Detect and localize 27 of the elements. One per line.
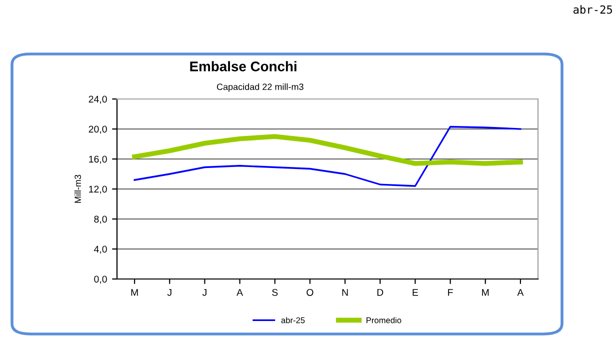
y-tick-label: 0,0 xyxy=(94,276,107,284)
y-tick-label: 20,0 xyxy=(88,126,107,134)
y-tick-label: 4,0 xyxy=(94,246,107,254)
chart-title: Embalse Conchi xyxy=(190,61,296,72)
x-tick-label: J xyxy=(202,289,206,296)
x-tick-label: M xyxy=(131,289,138,296)
x-tick-label: N xyxy=(342,289,348,296)
x-tick-label: A xyxy=(517,289,524,296)
chart-subtitle: Capacidad 22 mill-m3 xyxy=(216,83,304,92)
x-tick-label: E xyxy=(412,289,418,296)
x-tick-label: M xyxy=(482,289,489,296)
x-tick-label: F xyxy=(448,289,453,296)
x-tick-label: J xyxy=(167,289,172,296)
y-tick-label: 24,0 xyxy=(88,96,107,104)
y-tick-label: 8,0 xyxy=(94,216,107,224)
text: abr-25 xyxy=(574,5,612,14)
x-tick-label: S xyxy=(272,288,278,296)
x-tick-label: D xyxy=(377,289,384,296)
legend-label: abr-25 xyxy=(281,317,305,324)
line-series xyxy=(132,134,523,166)
legend-label: Promedio xyxy=(366,317,402,324)
line-series xyxy=(134,126,522,187)
x-tick-label: A xyxy=(236,289,244,296)
x-tick-label: O xyxy=(306,288,314,296)
y-tick-label: 12,0 xyxy=(89,186,107,194)
y-tick-label: 16,0 xyxy=(89,156,107,164)
y-axis-title: Mill-m3 xyxy=(74,174,82,203)
